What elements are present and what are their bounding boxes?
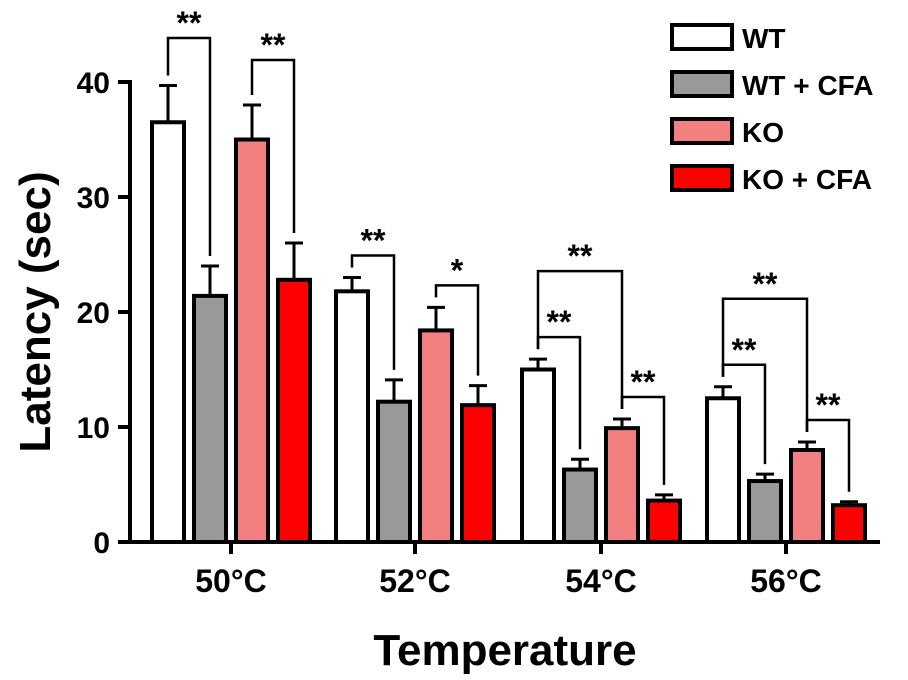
significance-bracket [350, 254, 396, 370]
bar [831, 503, 867, 545]
significance-bracket [250, 58, 296, 233]
x-axis-title: Temperature [373, 626, 636, 675]
bar [747, 479, 783, 544]
significance-label: ** [631, 364, 656, 400]
legend-label: WT + CFA [742, 70, 873, 101]
bar [789, 448, 825, 544]
legend-label: WT [742, 23, 786, 54]
bar [376, 399, 412, 545]
legend-swatch [670, 164, 734, 192]
x-category-label: 54°C [565, 563, 637, 599]
significance-label: ** [816, 387, 841, 423]
significance-label: ** [568, 238, 593, 274]
x-category-label: 52°C [379, 563, 451, 599]
significance-bracket [721, 297, 809, 432]
significance-bracket [805, 418, 851, 492]
bar [150, 120, 186, 544]
bar [646, 498, 682, 545]
bar [234, 137, 270, 544]
significance-label: ** [547, 304, 572, 340]
bar [276, 277, 312, 544]
significance-label: ** [753, 266, 778, 302]
bars [150, 83, 867, 545]
y-tick-label: 20 [77, 297, 110, 330]
x-category-label: 50°C [195, 563, 267, 599]
legend-label: KO [742, 117, 784, 148]
significance-label: ** [732, 332, 757, 368]
y-tick-label: 40 [77, 67, 110, 100]
bar [604, 426, 640, 544]
legend-swatch [670, 117, 734, 145]
bar [192, 293, 228, 544]
y-ticks: 0 10 20 30 40 [77, 67, 130, 560]
bar [562, 467, 598, 544]
significance-bracket [166, 36, 212, 256]
significance-bracket [721, 363, 767, 465]
bar [460, 403, 496, 544]
y-tick-label: 30 [77, 182, 110, 215]
x-ticks: 50°C 52°C 54°C 56°C [195, 542, 822, 599]
significance-bracket [536, 269, 624, 409]
y-tick-label: 0 [93, 527, 110, 560]
bar [520, 367, 556, 544]
significance-bracket [434, 284, 480, 376]
significance-label: ** [177, 5, 202, 41]
bar [705, 396, 741, 544]
y-axis-title: Latency (sec) [11, 171, 60, 452]
y-tick-label: 10 [77, 412, 110, 445]
legend-swatch [670, 70, 734, 98]
significance-label: * [451, 252, 464, 288]
legend: WT WT + CFA KO KO + CFA [670, 23, 873, 195]
legend-swatch [670, 23, 734, 51]
bar [334, 289, 370, 544]
x-category-label: 56°C [750, 563, 822, 599]
significance-label: ** [261, 27, 286, 63]
significance-label: ** [361, 223, 386, 259]
significance-annotations: ******* ************ [166, 5, 851, 492]
significance-bracket [536, 335, 582, 450]
significance-bracket [620, 395, 666, 485]
bar [418, 328, 454, 544]
legend-label: KO + CFA [742, 164, 872, 195]
